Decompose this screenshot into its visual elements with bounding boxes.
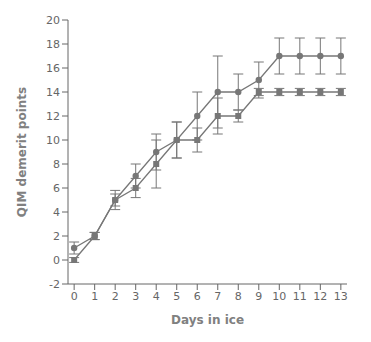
svg-text:10: 10 xyxy=(272,290,286,303)
svg-text:6: 6 xyxy=(53,182,60,195)
svg-text:18: 18 xyxy=(46,38,60,51)
svg-text:4: 4 xyxy=(53,206,60,219)
svg-text:10: 10 xyxy=(46,134,60,147)
svg-text:2: 2 xyxy=(112,290,119,303)
svg-text:-2: -2 xyxy=(49,278,60,291)
svg-text:0: 0 xyxy=(71,290,78,303)
svg-text:12: 12 xyxy=(46,110,60,123)
svg-text:13: 13 xyxy=(334,290,348,303)
svg-text:6: 6 xyxy=(194,290,201,303)
svg-text:8: 8 xyxy=(235,290,242,303)
svg-text:4: 4 xyxy=(153,290,160,303)
svg-text:5: 5 xyxy=(173,290,180,303)
svg-text:0: 0 xyxy=(53,254,60,267)
svg-text:16: 16 xyxy=(46,62,60,75)
svg-text:12: 12 xyxy=(313,290,327,303)
svg-text:3: 3 xyxy=(132,290,139,303)
svg-text:14: 14 xyxy=(46,86,60,99)
svg-text:9: 9 xyxy=(255,290,262,303)
svg-text:1: 1 xyxy=(91,290,98,303)
svg-text:7: 7 xyxy=(214,290,221,303)
svg-text:Days in ice: Days in ice xyxy=(171,313,244,327)
svg-text:11: 11 xyxy=(293,290,307,303)
svg-text:2: 2 xyxy=(53,230,60,243)
svg-text:20: 20 xyxy=(46,14,60,27)
svg-text:QIM demerit points: QIM demerit points xyxy=(15,87,29,217)
svg-text:8: 8 xyxy=(53,158,60,171)
